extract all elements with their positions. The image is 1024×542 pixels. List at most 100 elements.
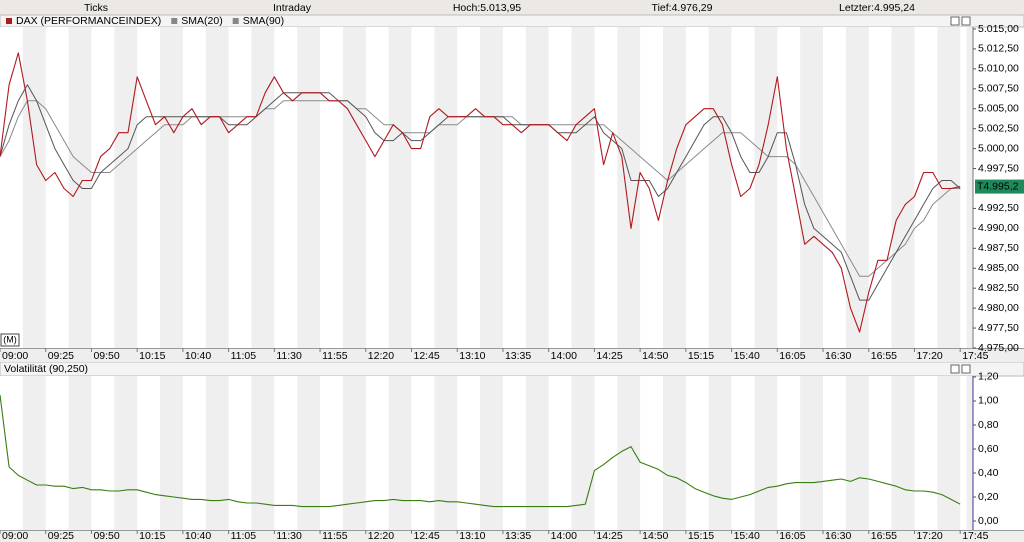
x-tick-label: 14:25 <box>596 530 622 542</box>
x-tick-label: 16:30 <box>825 350 851 362</box>
y-tick-label: 0,80 <box>978 419 999 431</box>
x-tick-label: 09:00 <box>2 530 28 542</box>
time-band <box>68 27 92 348</box>
x-tick-label: 16:55 <box>871 530 897 542</box>
time-band <box>708 27 732 348</box>
x-axis-strip <box>0 530 1024 542</box>
x-tick-label: 11:30 <box>276 350 302 362</box>
last-price-label: T4.995,2 <box>977 180 1019 192</box>
panel-buttons <box>950 16 971 374</box>
panel-title: Volatilität (90,250) <box>4 363 88 375</box>
time-band <box>571 376 595 530</box>
button[interactable] <box>961 16 971 26</box>
x-tick-label: 13:35 <box>505 350 531 362</box>
time-band <box>617 27 641 348</box>
x-tick-label: 16:30 <box>825 530 851 542</box>
x-tick-label: 11:55 <box>322 350 348 362</box>
y-tick-label: 4.987,50 <box>978 242 1019 254</box>
x-tick-label: 13:10 <box>459 350 485 362</box>
toolbar-ticks[interactable]: Ticks <box>84 2 108 14</box>
x-tick-label: 17:20 <box>916 350 942 362</box>
time-band <box>480 376 503 530</box>
x-tick-label: 13:35 <box>505 530 531 542</box>
x-tick-label: 10:15 <box>139 530 165 542</box>
x-tick-label: 14:25 <box>596 350 622 362</box>
time-band <box>845 27 869 348</box>
x-tick-label: 12:20 <box>368 350 394 362</box>
panel-header <box>0 361 1024 377</box>
time-band <box>251 376 275 530</box>
y-tick-label: 0,40 <box>978 467 999 479</box>
y-tick-label: 4.977,50 <box>978 322 1019 334</box>
x-tick-label: 12:20 <box>368 530 394 542</box>
time-band <box>22 27 46 348</box>
x-tick-label: 17:20 <box>916 530 942 542</box>
time-band <box>205 27 229 348</box>
y-tick-label: 5.000,00 <box>978 142 1019 154</box>
x-tick-label: 13:10 <box>459 530 485 542</box>
time-band <box>845 376 869 530</box>
x-tick-label: 09:50 <box>93 530 119 542</box>
y-tick-label: 4.982,50 <box>978 282 1019 294</box>
time-band <box>160 27 183 348</box>
time-band <box>937 27 961 348</box>
y-tick-label: 0,00 <box>978 515 999 527</box>
time-band <box>342 376 366 530</box>
time-band <box>434 376 458 530</box>
x-tick-label: 16:05 <box>779 530 805 542</box>
legend-label: SMA(20) <box>181 15 222 27</box>
toolbar <box>0 0 1024 15</box>
legend-swatch <box>6 18 12 24</box>
y-tick-label: 5.007,50 <box>978 83 1019 95</box>
time-band <box>800 27 824 348</box>
x-tick-label: 09:25 <box>48 350 74 362</box>
x-axis-strip <box>0 349 1024 362</box>
x-tick-label: 11:05 <box>231 530 257 542</box>
time-band <box>22 376 46 530</box>
y-tick-label: 1,00 <box>978 395 999 407</box>
y-tick-label: 4.975,00 <box>978 342 1019 354</box>
series-line <box>0 394 961 508</box>
toolbar-low: Tief:4.976,29 <box>652 2 713 14</box>
time-band <box>114 27 138 348</box>
y-tick-label: 4.990,00 <box>978 222 1019 234</box>
button[interactable] <box>950 16 960 26</box>
y-tick-label: 4.997,50 <box>978 162 1019 174</box>
legend-swatch <box>232 18 239 24</box>
x-tick-label: 14:00 <box>551 530 577 542</box>
x-tick-label: 15:40 <box>734 530 760 542</box>
time-band <box>68 376 92 530</box>
x-tick-label: 09:50 <box>93 350 119 362</box>
x-tick-label: 15:15 <box>688 530 714 542</box>
time-band <box>754 376 778 530</box>
time-band <box>571 27 595 348</box>
y-tick-label: 4.980,00 <box>978 302 1019 314</box>
y-tick-label: 5.005,00 <box>978 103 1019 115</box>
time-band <box>525 27 549 348</box>
x-tick-label: 10:40 <box>185 350 211 362</box>
button[interactable] <box>961 364 971 374</box>
y-tick-label: 0,20 <box>978 491 999 503</box>
time-band <box>891 376 915 530</box>
x-tick-label: 10:15 <box>139 350 165 362</box>
y-tick-label: 1,20 <box>978 371 999 383</box>
x-tick-label: 14:00 <box>551 350 577 362</box>
mode-box <box>0 333 20 347</box>
time-band <box>966 376 973 530</box>
y-tick-label: 5.012,50 <box>978 43 1019 55</box>
x-tick-label: 11:05 <box>231 350 257 362</box>
series-line <box>0 84 961 301</box>
legend-label: DAX (PERFORMANCEINDEX) <box>16 15 161 27</box>
x-tick-label: 12:45 <box>414 530 440 542</box>
toolbar-intraday[interactable]: Intraday <box>273 2 312 14</box>
x-tick-label: 12:45 <box>414 350 440 362</box>
time-band <box>891 27 915 348</box>
button[interactable] <box>950 364 960 374</box>
time-band <box>388 27 412 348</box>
time-band <box>754 27 778 348</box>
time-band <box>480 27 503 348</box>
time-band <box>434 27 458 348</box>
x-tick-label: 09:25 <box>48 530 74 542</box>
x-tick-label: 15:40 <box>734 350 760 362</box>
